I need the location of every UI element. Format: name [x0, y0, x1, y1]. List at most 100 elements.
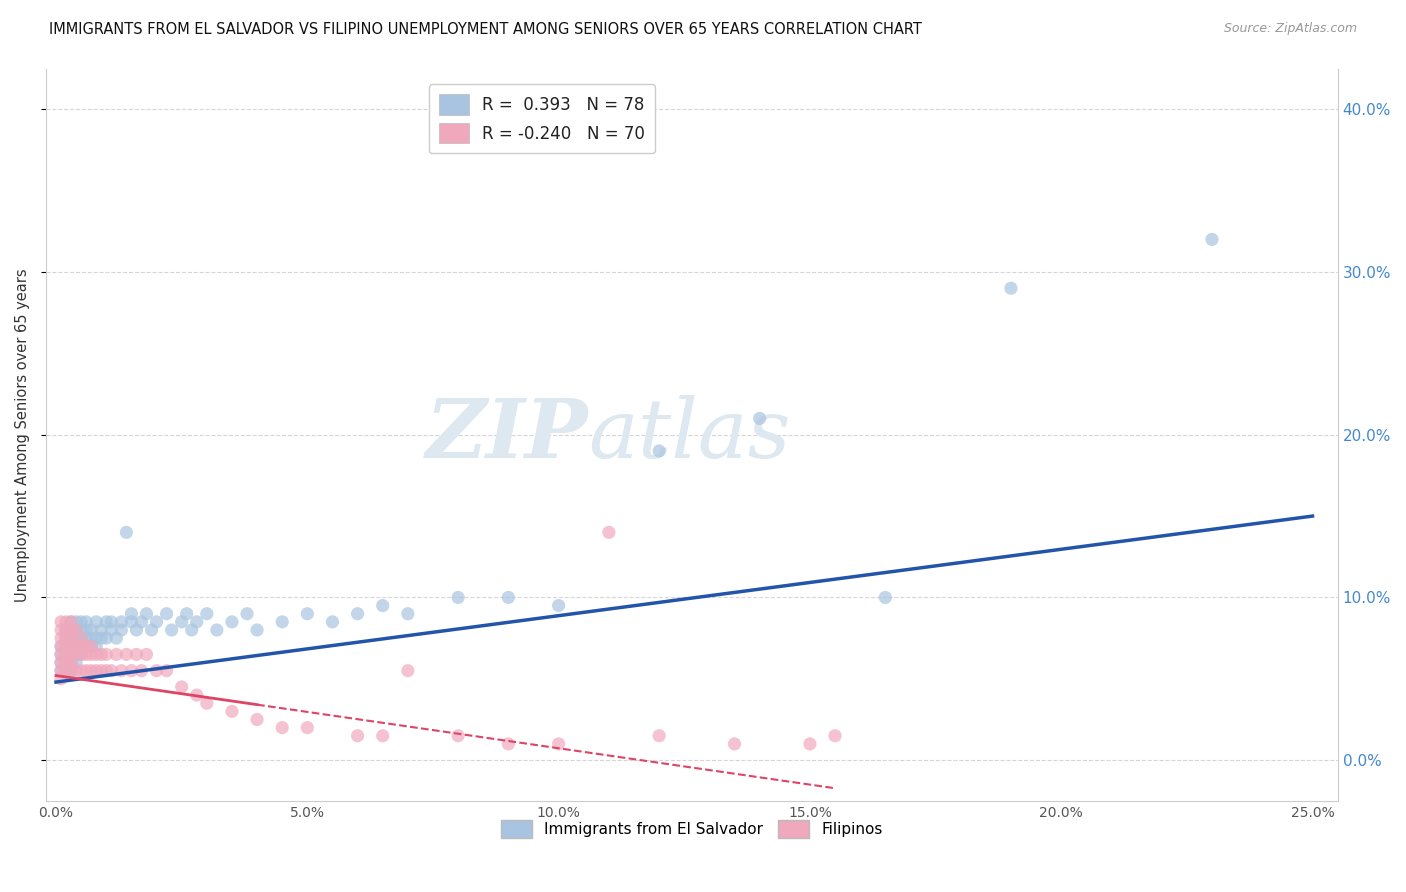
Point	[90, 664, 112, 678]
Point	[346, 729, 368, 743]
Point	[84, 664, 107, 678]
Point	[70, 631, 93, 645]
Point	[90, 648, 112, 662]
Point	[55, 640, 77, 654]
Point	[75, 615, 97, 629]
Point	[498, 591, 520, 605]
Point	[80, 640, 103, 654]
Point	[70, 648, 93, 662]
Point	[65, 656, 87, 670]
Point	[60, 615, 83, 629]
Point	[55, 623, 77, 637]
Point	[55, 656, 77, 670]
Point	[75, 631, 97, 645]
Point	[49, 615, 72, 629]
Point	[60, 656, 83, 670]
Point	[100, 623, 122, 637]
Point	[170, 680, 193, 694]
Point	[145, 615, 167, 629]
Point	[55, 664, 77, 678]
Point	[70, 664, 93, 678]
Point	[824, 729, 846, 743]
Point	[186, 688, 208, 702]
Point	[60, 648, 83, 662]
Point	[447, 591, 470, 605]
Point	[100, 664, 122, 678]
Point	[186, 615, 208, 629]
Point	[115, 648, 138, 662]
Point	[70, 631, 93, 645]
Point	[96, 648, 118, 662]
Point	[155, 607, 177, 621]
Point	[55, 648, 77, 662]
Point	[96, 615, 118, 629]
Point	[90, 623, 112, 637]
Point	[195, 607, 218, 621]
Point	[598, 525, 620, 540]
Point	[60, 615, 83, 629]
Point	[49, 631, 72, 645]
Point	[65, 631, 87, 645]
Point	[49, 640, 72, 654]
Point	[80, 623, 103, 637]
Point	[96, 631, 118, 645]
Point	[60, 631, 83, 645]
Point	[110, 664, 132, 678]
Point	[55, 631, 77, 645]
Point	[80, 664, 103, 678]
Point	[131, 615, 153, 629]
Point	[141, 623, 163, 637]
Point	[65, 623, 87, 637]
Point	[60, 640, 83, 654]
Point	[60, 664, 83, 678]
Point	[65, 640, 87, 654]
Point	[60, 640, 83, 654]
Point	[1201, 232, 1223, 246]
Point	[55, 656, 77, 670]
Point	[205, 623, 228, 637]
Point	[447, 729, 470, 743]
Point	[60, 656, 83, 670]
Point	[648, 729, 671, 743]
Point	[110, 623, 132, 637]
Point	[221, 704, 243, 718]
Point	[80, 631, 103, 645]
Point	[110, 615, 132, 629]
Point	[55, 623, 77, 637]
Point	[723, 737, 745, 751]
Point	[160, 623, 183, 637]
Point	[271, 721, 294, 735]
Point	[80, 640, 103, 654]
Text: IMMIGRANTS FROM EL SALVADOR VS FILIPINO UNEMPLOYMENT AMONG SENIORS OVER 65 YEARS: IMMIGRANTS FROM EL SALVADOR VS FILIPINO …	[49, 22, 922, 37]
Point	[60, 631, 83, 645]
Point	[75, 648, 97, 662]
Point	[49, 640, 72, 654]
Point	[170, 615, 193, 629]
Point	[271, 615, 294, 629]
Point	[55, 664, 77, 678]
Point	[246, 713, 269, 727]
Point	[65, 640, 87, 654]
Point	[84, 640, 107, 654]
Point	[49, 664, 72, 678]
Point	[195, 696, 218, 710]
Point	[236, 607, 259, 621]
Point	[125, 623, 148, 637]
Y-axis label: Unemployment Among Seniors over 65 years: Unemployment Among Seniors over 65 years	[15, 268, 30, 601]
Point	[65, 648, 87, 662]
Point	[55, 615, 77, 629]
Point	[120, 615, 142, 629]
Point	[60, 648, 83, 662]
Point	[80, 648, 103, 662]
Point	[145, 664, 167, 678]
Text: Source: ZipAtlas.com: Source: ZipAtlas.com	[1223, 22, 1357, 36]
Point	[60, 664, 83, 678]
Point	[70, 615, 93, 629]
Point	[155, 664, 177, 678]
Point	[75, 664, 97, 678]
Point	[70, 640, 93, 654]
Point	[125, 648, 148, 662]
Point	[84, 615, 107, 629]
Point	[547, 737, 569, 751]
Point	[176, 607, 198, 621]
